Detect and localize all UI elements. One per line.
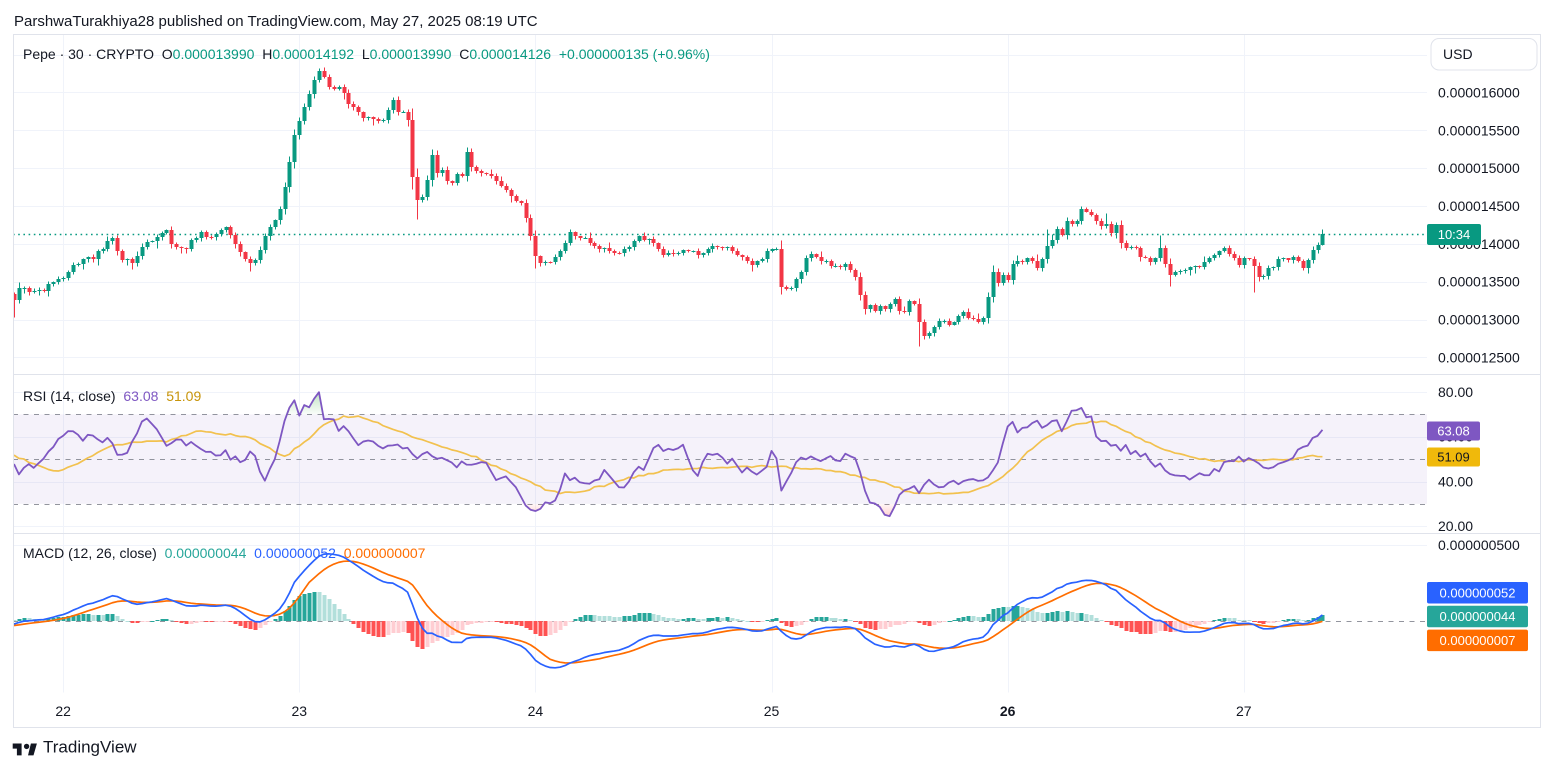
svg-text:80.00: 80.00 [1438,384,1473,400]
svg-text:0.000012500: 0.000012500 [1438,349,1520,365]
svg-text:24: 24 [528,703,544,719]
svg-text:0.000000500: 0.000000500 [1438,537,1520,553]
svg-text:26: 26 [1000,703,1016,719]
svg-text:51.09: 51.09 [1437,450,1470,465]
svg-text:22: 22 [55,703,71,719]
svg-text:ParshwaTurakhiya28 published o: ParshwaTurakhiya28 published on TradingV… [14,13,538,30]
svg-text:0.000000052: 0.000000052 [1440,585,1516,600]
svg-text:0.000015000: 0.000015000 [1438,160,1520,176]
svg-text:RSI (14, close) 63.08 51.09: RSI (14, close) 63.08 51.09 [23,388,201,404]
svg-text:TradingView: TradingView [43,738,137,757]
svg-text:0.000013500: 0.000013500 [1438,274,1520,290]
svg-text:0.000013000: 0.000013000 [1438,312,1520,328]
svg-text:0.000000044: 0.000000044 [1440,609,1516,624]
svg-text:27: 27 [1236,703,1252,719]
svg-text:0.000014500: 0.000014500 [1438,198,1520,214]
svg-text:0.000000007: 0.000000007 [1440,633,1516,648]
svg-text:10:34: 10:34 [1438,227,1471,242]
svg-text:MACD (12, 26, close) 0.000000: MACD (12, 26, close) 0.000000044 0.00000… [23,545,426,561]
svg-text:0.000016000: 0.000016000 [1438,84,1520,100]
svg-text:63.08: 63.08 [1437,424,1470,439]
svg-text:20.00: 20.00 [1438,518,1473,534]
svg-text:23: 23 [292,703,308,719]
svg-text:USD: USD [1443,46,1473,62]
svg-text:Pepe · 30 · CRYPTO O0.0000139: Pepe · 30 · CRYPTO O0.000013990 H0.00001… [23,46,710,62]
svg-text:40.00: 40.00 [1438,473,1473,489]
svg-text:25: 25 [764,703,780,719]
svg-text:0.000015500: 0.000015500 [1438,122,1520,138]
